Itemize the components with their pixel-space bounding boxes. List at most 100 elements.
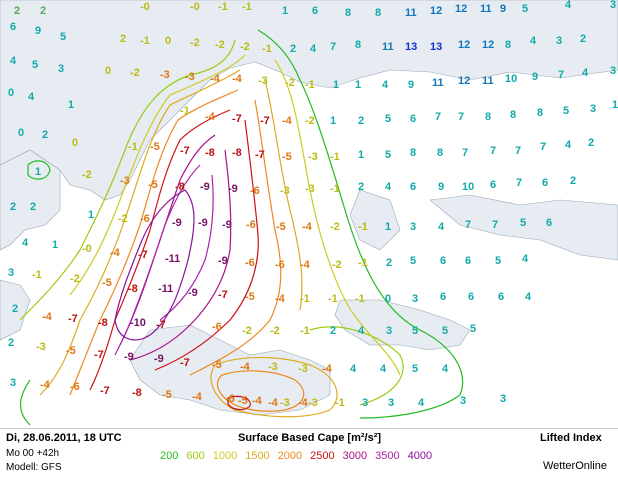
lifted-index-value: 10 [462,181,474,193]
lifted-index-value: -1 [355,293,365,305]
lifted-index-value: 12 [482,39,494,51]
lifted-index-value: 5 [385,113,391,125]
lifted-index-value: 3 [460,395,466,407]
lifted-index-value: 6 [410,181,416,193]
lifted-index-value: -4 [322,363,333,375]
lifted-index-value: 1 [52,239,58,251]
lifted-index-value: -9 [188,287,198,299]
lifted-index-value: -2 [0,0,10,3]
lifted-index-value: 4 [10,55,17,67]
lifted-index-value: 3 [556,35,562,47]
lifted-index-value: -3 [308,151,318,163]
lifted-index-value: 6 [312,5,318,17]
lifted-index-value: 2 [0,0,6,3]
lifted-index-value: -7 [255,149,265,161]
lifted-index-value: 2 [0,0,6,3]
contour-line [189,99,282,376]
lifted-index-value: 2 [10,201,16,213]
lifted-index-value: 7 [458,111,464,123]
lifted-index-value: 4 [438,221,445,233]
lifted-index-value: -2 [305,115,315,127]
lifted-index-value: -5 [282,151,292,163]
lifted-index-value: 4 [565,139,572,151]
forecast-datetime: Di, 28.06.2011, 18 UTC [6,432,122,444]
lifted-index-value: -2 [285,77,295,89]
lifted-index-value: 2 [120,33,126,45]
lifted-index-value: 7 [558,69,564,81]
lifted-index-value: -4 [282,115,293,127]
lifted-index-value: 13 [430,41,442,53]
lifted-index-value: -2 [330,221,340,233]
legend-value-1500: 1500 [245,450,270,462]
lifted-index-value: -1 [140,35,150,47]
lifted-index-value: -9 [218,255,228,267]
lifted-index-value: 4 [385,181,392,193]
lifted-index-value: -10 [130,317,146,329]
lifted-index-value: 1 [88,209,94,221]
lifted-index-value: 9 [532,71,538,83]
lifted-index-value: -7 [180,145,190,157]
lifted-index-value: -5 [276,221,286,233]
lifted-index-value: 6 [546,217,552,229]
lifted-index-value: -6 [245,257,255,269]
lifted-index-value: -2 [332,259,342,271]
lifted-index-value: 8 [485,111,491,123]
lifted-index-value: 3 [362,397,368,409]
lifted-index-value: 7 [435,111,441,123]
lifted-index-value: 9 [408,79,414,91]
lifted-index-value: -6 [70,381,80,393]
lifted-index-value: -8 [232,147,242,159]
legend-value-3000: 3000 [342,450,368,462]
lifted-index-value: -8 [0,0,10,3]
lifted-index-value: 2 [8,337,14,349]
lifted-index-value: 6 [542,177,548,189]
contour-line [154,119,259,371]
lifted-index-value: 5 [60,31,66,43]
lifted-index-value: 1 [333,79,339,91]
lifted-index-value: -4 [0,0,11,3]
lifted-index-value: 5 [385,149,391,161]
lifted-index-value: -1 [358,221,368,233]
lifted-index-value: -1 [218,1,228,13]
lifted-index-value: -1 [128,141,138,153]
lifted-index-value: 8 [355,39,361,51]
lifted-index-value: 2 [30,201,36,213]
lifted-index-value: 7 [490,145,496,157]
lifted-index-value: 0 [0,0,6,3]
lifted-index-value: 6 [410,113,416,125]
lifted-index-value: -5 [212,359,222,371]
lifted-index-value: 6 [440,291,446,303]
lifted-index-value: -6 [0,0,10,3]
lifted-index-value: -8 [175,181,185,193]
lifted-index-value: -4 [302,221,313,233]
lifted-index-value: -2 [130,67,140,79]
lifted-index-value: -1 [32,269,42,281]
lifted-index-value: 5 [470,323,476,335]
lifted-index-value: 0 [165,35,171,47]
lifted-index-value: 11 [382,41,394,53]
lifted-index-value: -4 [232,73,243,85]
lifted-index-value: -0 [140,1,150,13]
contour-line [264,79,303,311]
lifted-index-value: -6 [212,321,222,333]
lifted-index-value: -9 [222,219,232,231]
lifted-index-value: -9 [228,183,238,195]
lifted-index-value: -7 [218,289,228,301]
lifted-index-value: -5 [102,277,112,289]
lifted-index-value: 7 [516,177,522,189]
lifted-index-value: -5 [162,389,172,401]
lifted-index-value: -0 [82,243,92,255]
lifted-index-value: 2 [588,137,594,149]
lifted-index-value: -7 [94,349,104,361]
lifted-index-value: 4 [350,363,357,375]
lifted-index-value: 5 [520,217,526,229]
lifted-index-value: -5 [148,179,158,191]
lifted-index-value: -4 [210,73,221,85]
mediterranean-south [129,324,331,416]
lifted-index-value: -4 [0,0,11,3]
contour-line [69,54,246,296]
lifted-index-value: 4 [380,363,387,375]
lifted-index-value: 2 [14,5,20,17]
lifted-index-value: 0 [8,87,14,99]
lifted-index-value: -8 [128,283,138,295]
